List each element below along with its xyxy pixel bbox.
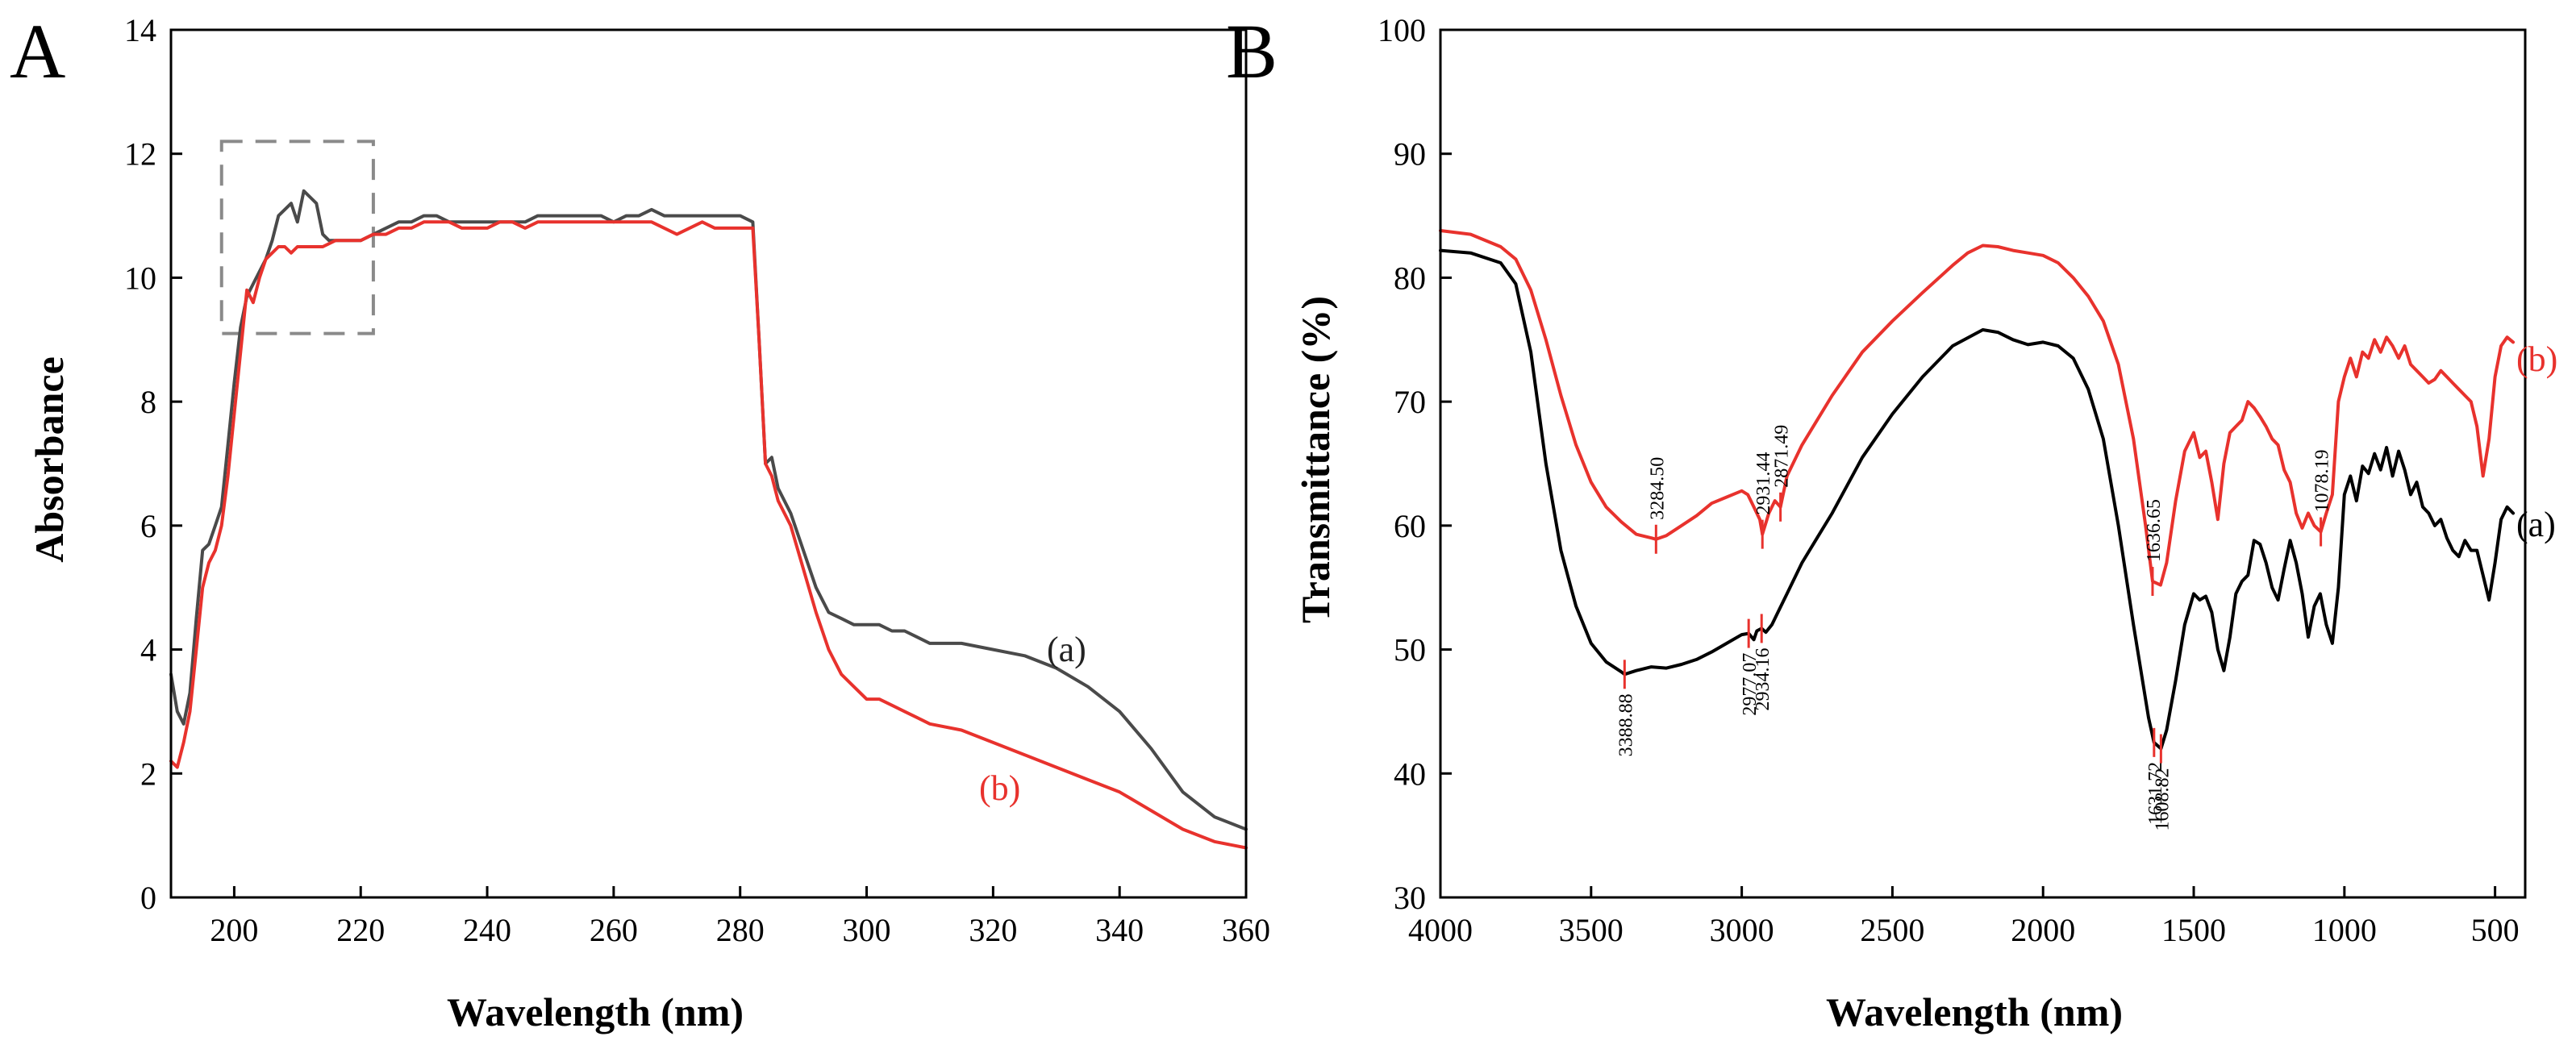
panel-b-xtick-label: 3500 <box>1559 912 1624 948</box>
panel-b-xtick-label: 2500 <box>1860 912 1924 948</box>
panel-b-xtick-label: 3000 <box>1710 912 1774 948</box>
panel-a-plot-frame <box>169 28 1248 899</box>
highlight-box <box>219 139 375 335</box>
peak-label: 1608.82 <box>2152 768 2173 831</box>
panel-a-series-line-b <box>169 220 1248 850</box>
panel-a: A Absorbance Wavelength (nm) 200 220 240 26… <box>10 8 1270 1034</box>
panel-b-xtick-label: 500 <box>2471 912 2520 948</box>
panel-b-ytick-label: 90 <box>1394 136 1426 173</box>
panel-a-xtick-label: 280 <box>716 912 765 948</box>
panel-b-ticks: 4000 3500 3000 2500 2000 1500 1000 500 30 40 50 60 7… <box>1378 12 2520 948</box>
panel-a-ytick-label: 6 <box>140 508 156 544</box>
panel-b-ytick-label: 30 <box>1394 880 1426 916</box>
peak-label: 1636.65 <box>2144 499 2165 562</box>
panel-b-xtick-label: 4000 <box>1408 912 1473 948</box>
panel-a-xtick-label: 220 <box>336 912 385 948</box>
peak-label: 1078.19 <box>2312 450 2333 513</box>
panel-a-ylabel: Absorbance <box>27 356 72 563</box>
panel-a-xlabel: Wavelength (nm) <box>447 989 744 1034</box>
panel-a-ytick-label: 14 <box>124 12 156 48</box>
panel-b-ylabel: Transmittance (%) <box>1293 296 1338 623</box>
panel-a-ytick-label: 8 <box>140 384 156 420</box>
panel-b: B Transmittance (%) Wavelength (nm) 4000… <box>1226 8 2557 1034</box>
panel-b-ytick-label: 40 <box>1394 756 1426 792</box>
panel-b-label-b: (b) <box>2516 339 2557 379</box>
panel-letter-b: B <box>1226 8 1278 94</box>
panel-a-label-a: (a) <box>1047 630 1086 669</box>
panel-a-series <box>169 189 1248 850</box>
panel-b-plot-frame <box>1439 28 2527 899</box>
panel-b-label-a: (a) <box>2516 505 2556 544</box>
panel-b-series-line-a <box>1439 248 2516 751</box>
panel-a-ytick-label: 10 <box>124 260 156 296</box>
panel-letter-a: A <box>10 8 65 94</box>
peak-label: 3388.88 <box>1615 693 1636 756</box>
peak-label: 3284.50 <box>1647 457 1668 520</box>
panel-b-series <box>1439 229 2516 751</box>
peak-label: 2931.44 <box>1753 452 1774 515</box>
panel-b-ytick-label: 100 <box>1378 12 1426 48</box>
panel-a-xtick-label: 340 <box>1095 912 1144 948</box>
panel-a-label-b: (b) <box>979 768 1020 808</box>
panel-a-ticks: 200 220 240 260 280 300 320 340 360 0 2 4 6 8 10 12 14 <box>124 12 1270 948</box>
peak-label: 2977.07 <box>1740 653 1761 716</box>
panel-a-series-line-a <box>169 189 1248 831</box>
panel-a-ytick-label: 0 <box>140 880 156 916</box>
panel-a-xtick-label: 360 <box>1222 912 1270 948</box>
panel-b-xlabel: Wavelength (nm) <box>1826 989 2123 1034</box>
panel-b-ytick-label: 70 <box>1394 384 1426 420</box>
peak-label: 2871.49 <box>1772 425 1793 488</box>
panel-a-xtick-label: 300 <box>843 912 891 948</box>
panel-b-ytick-label: 80 <box>1394 260 1426 296</box>
panel-b-ytick-label: 50 <box>1394 632 1426 668</box>
peak-label: 2934.16 <box>1753 647 1774 710</box>
panel-b-series-line-b <box>1439 229 2516 587</box>
panel-a-ytick-label: 2 <box>140 756 156 792</box>
panel-a-ytick-label: 12 <box>124 136 156 173</box>
panel-a-xtick-label: 240 <box>463 912 511 948</box>
panel-a-xtick-label: 260 <box>590 912 638 948</box>
panel-a-xtick-label: 200 <box>210 912 258 948</box>
panel-a-ytick-label: 4 <box>140 632 156 668</box>
panel-b-ytick-label: 60 <box>1394 508 1426 544</box>
peak-label: 1631.72 <box>2145 762 2166 825</box>
panel-a-xtick-label: 320 <box>969 912 1017 948</box>
panel-b-xtick-label: 1500 <box>2161 912 2226 948</box>
panel-b-xtick-label: 1000 <box>2312 912 2377 948</box>
panel-b-xtick-label: 2000 <box>2011 912 2075 948</box>
highlight-box-rect <box>219 139 375 335</box>
